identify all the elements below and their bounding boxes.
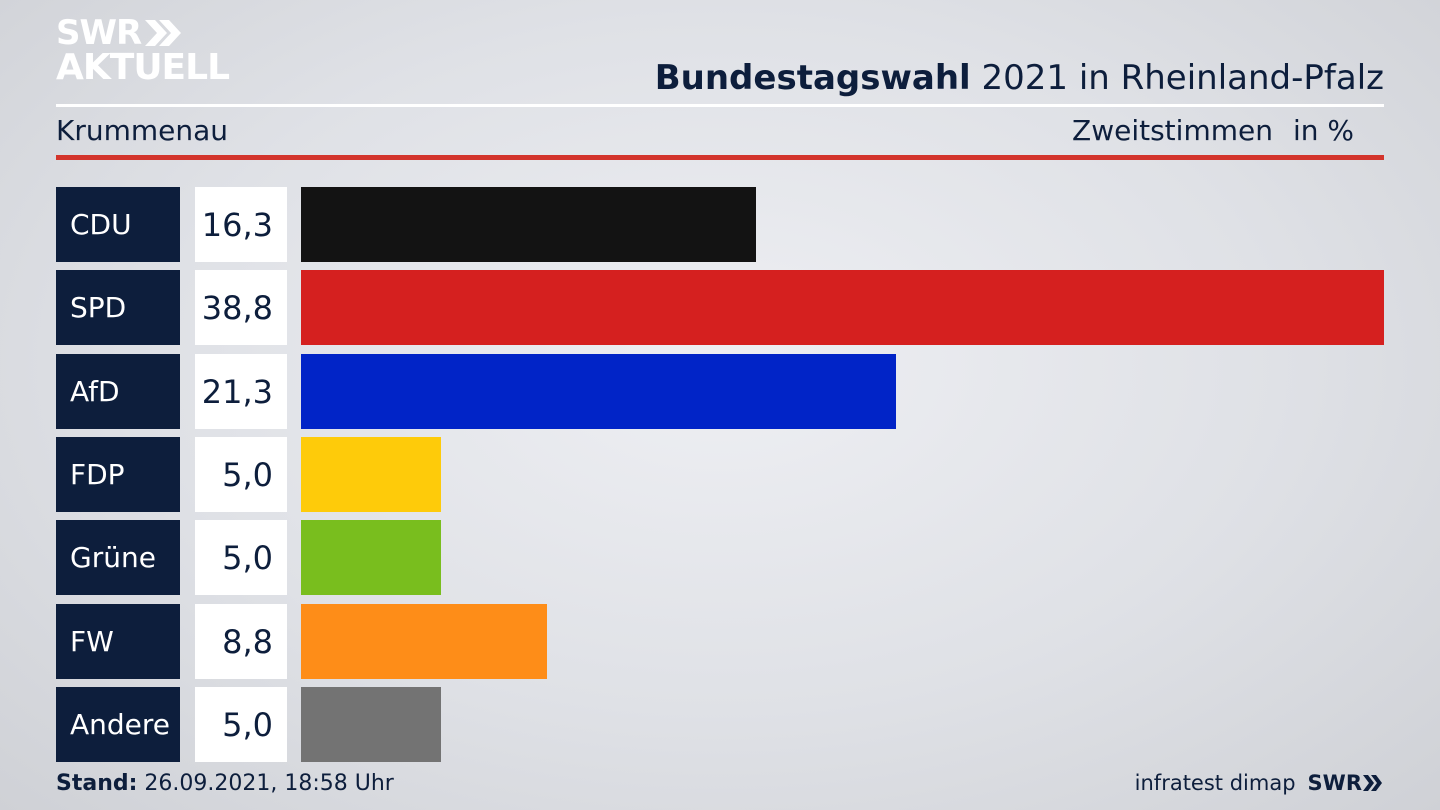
timestamp: Stand: 26.09.2021, 18:58 Uhr (56, 771, 394, 796)
value-label: 21,3 (195, 354, 287, 429)
bar-row: CDU 16,3 (56, 187, 1384, 262)
party-label: Grüne (56, 520, 180, 595)
title-rest: 2021 in Rheinland-Pfalz (970, 58, 1384, 98)
value-label: 5,0 (195, 437, 287, 512)
bar-row: FDP 5,0 (56, 437, 1384, 512)
bar-row: Andere 5,0 (56, 687, 1384, 762)
swr-aktuell-logo: SWR AKTUELL (56, 13, 230, 88)
source-brand: SWR (1308, 771, 1384, 795)
party-label: FDP (56, 437, 180, 512)
value-label: 16,3 (195, 187, 287, 262)
bar (301, 354, 896, 429)
bar (301, 687, 441, 762)
bar-row: AfD 21,3 (56, 354, 1384, 429)
source-brand-text: SWR (1307, 771, 1362, 795)
bar (301, 270, 1384, 345)
bar (301, 187, 756, 262)
value-label: 38,8 (195, 270, 287, 345)
page-title: Bundestagswahl 2021 in Rheinland-Pfalz (655, 58, 1384, 98)
value-label: 5,0 (195, 687, 287, 762)
source-name: infratest dimap (1134, 771, 1296, 795)
municipality-name: Krummenau (56, 114, 229, 147)
bar (301, 520, 441, 595)
timestamp-value: 26.09.2021, 18:58 Uhr (137, 771, 394, 796)
bar-row: Grüne 5,0 (56, 520, 1384, 595)
unit-label: in % (1292, 114, 1354, 147)
double-chevron-icon (1363, 775, 1382, 791)
party-label: SPD (56, 270, 180, 345)
bar (301, 437, 441, 512)
party-label: Andere (56, 687, 180, 762)
party-label: FW (56, 604, 180, 679)
vote-type-label: Zweitstimmen (1072, 114, 1273, 147)
party-label: CDU (56, 187, 180, 262)
bar-row: SPD 38,8 (56, 270, 1384, 345)
header-divider (56, 104, 1384, 107)
value-label: 5,0 (195, 520, 287, 595)
title-bold: Bundestagswahl (654, 58, 971, 98)
accent-divider (56, 155, 1384, 160)
timestamp-label: Stand: (56, 771, 138, 796)
logo-line-2: AKTUELL (56, 47, 230, 88)
source-credit: infratest dimap SWR (1135, 771, 1384, 795)
bar-row: FW 8,8 (56, 604, 1384, 679)
value-label: 8,8 (195, 604, 287, 679)
bar (301, 604, 547, 679)
unit-labels: Zweitstimmen in % (1072, 114, 1354, 147)
party-label: AfD (56, 354, 180, 429)
double-chevron-icon (145, 20, 182, 46)
logo-line-1: SWR (56, 13, 142, 53)
